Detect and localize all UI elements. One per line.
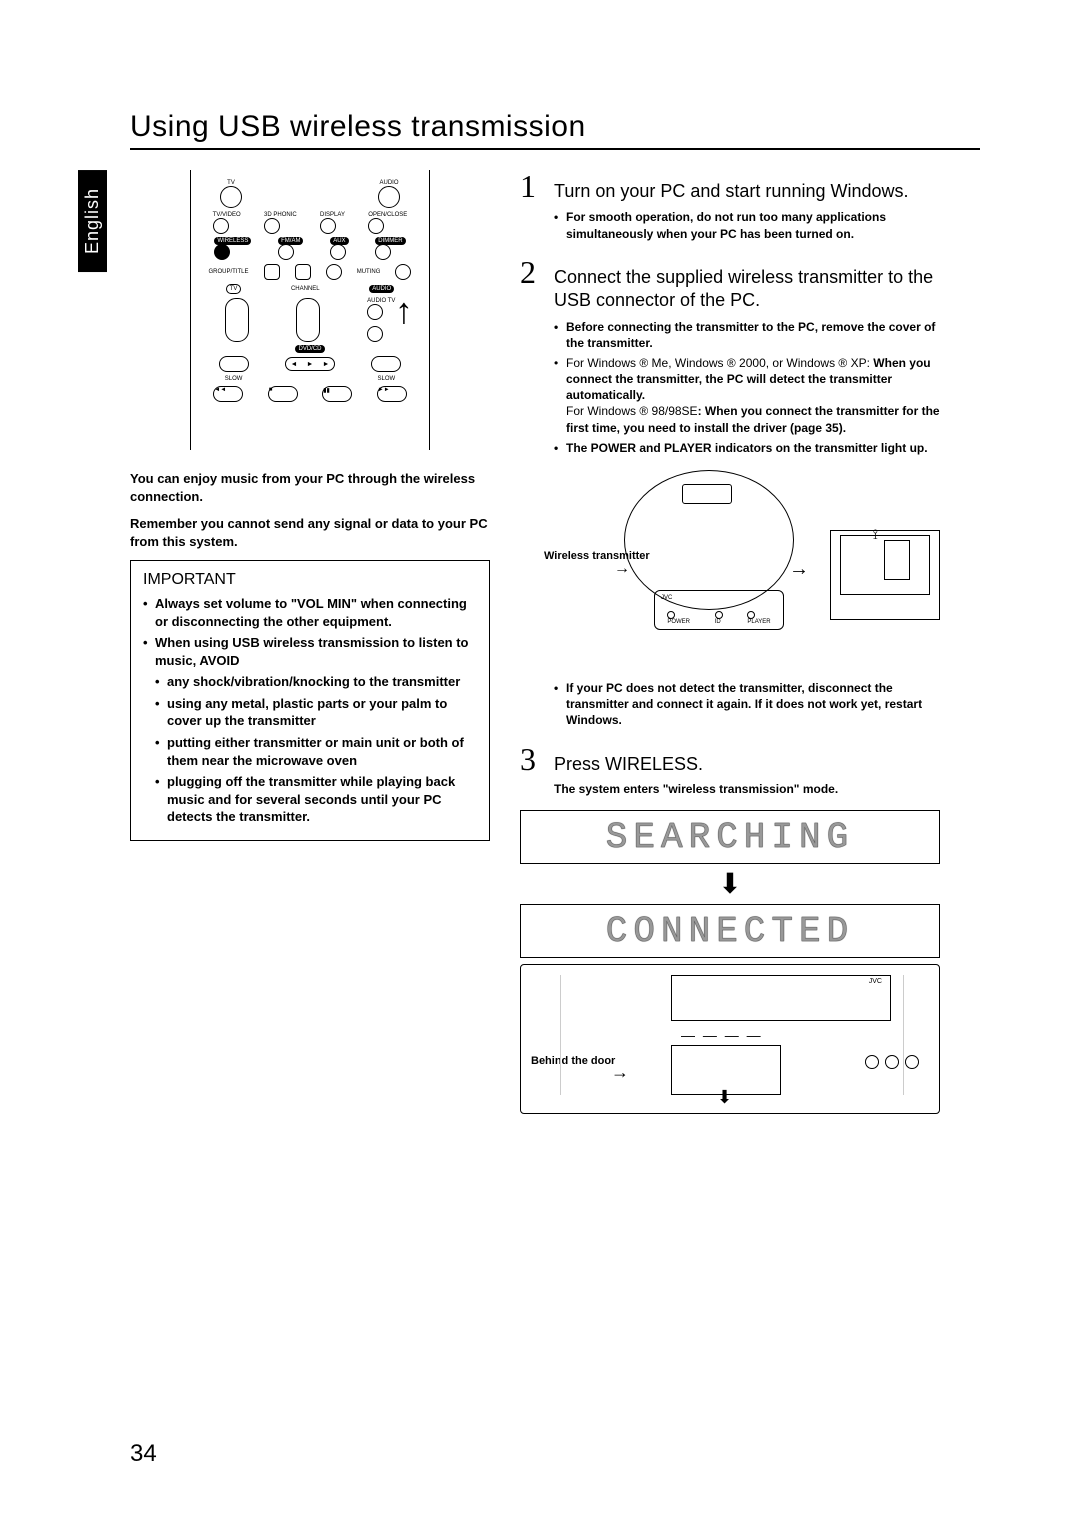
left-column: TV AUDIO TV/VIDEO 3D PHONIC DISPLAY OPEN… xyxy=(130,170,490,1114)
arrow-right-icon: → xyxy=(611,1062,629,1083)
step-text: Connect the supplied wireless transmitte… xyxy=(554,266,940,313)
page-title: Using USB wireless transmission xyxy=(130,110,980,150)
step-text: Turn on your PC and start running Window… xyxy=(554,180,940,203)
arrow-down-icon: ⬇ xyxy=(520,870,940,898)
lcd-connected: CONNECTED xyxy=(520,904,940,958)
important-title: IMPORTANT xyxy=(143,571,477,589)
lcd-text: SEARCHING xyxy=(606,817,854,858)
step-note: Before connecting the transmitter to the… xyxy=(554,319,940,351)
step-3: 3 Press WIRELESS. xyxy=(520,743,940,776)
step-note: The POWER and PLAYER indicators on the t… xyxy=(554,440,940,456)
page-number: 34 xyxy=(130,1440,157,1468)
lcd-text: CONNECTED xyxy=(606,911,854,952)
device-diagram: JVC — — — — Behind the door → ⬇ xyxy=(520,964,940,1114)
transmitter-diagram: Wireless transmitter JVC POWER ID PLAYER… xyxy=(554,470,940,670)
step-note: For smooth operation, do not run too man… xyxy=(554,209,940,241)
step-number: 2 xyxy=(520,256,544,288)
step-number: 1 xyxy=(520,170,544,202)
content-columns: TV AUDIO TV/VIDEO 3D PHONIC DISPLAY OPEN… xyxy=(130,170,980,1114)
intro-text-2: Remember you cannot send any signal or d… xyxy=(130,515,490,550)
arrow-right-icon: → xyxy=(789,558,809,581)
step-number: 3 xyxy=(520,743,544,775)
tx-label: Wireless transmitter xyxy=(544,550,650,563)
avoid-item: any shock/vibration/knocking to the tran… xyxy=(155,673,477,691)
important-box: IMPORTANT Always set volume to "VOL MIN"… xyxy=(130,560,490,841)
step-2: 2 Connect the supplied wireless transmit… xyxy=(520,256,940,313)
intro-text-1: You can enjoy music from your PC through… xyxy=(130,470,490,505)
tx-body: JVC POWER ID PLAYER xyxy=(654,590,784,630)
arrow-down-icon: ⬇ xyxy=(717,1087,732,1108)
lcd-searching: SEARCHING xyxy=(520,810,940,864)
language-tab: English xyxy=(78,170,107,272)
avoid-item: using any metal, plastic parts or your p… xyxy=(155,695,477,730)
avoid-item: plugging off the transmitter while playi… xyxy=(155,773,477,826)
important-item: Always set volume to "VOL MIN" when conn… xyxy=(143,595,477,630)
remote-diagram: TV AUDIO TV/VIDEO 3D PHONIC DISPLAY OPEN… xyxy=(190,170,430,450)
arrow-up-icon: ↑ xyxy=(395,290,413,332)
avoid-item: putting either transmitter or main unit … xyxy=(155,734,477,769)
step-text: Press WIRELESS. xyxy=(554,753,940,776)
page-container: English Using USB wireless transmission … xyxy=(0,0,1080,1528)
step-note: The system enters "wireless transmission… xyxy=(554,782,838,796)
right-column: 1 Turn on your PC and start running Wind… xyxy=(520,170,940,1114)
step-1: 1 Turn on your PC and start running Wind… xyxy=(520,170,940,203)
step-note: If your PC does not detect the transmitt… xyxy=(554,680,940,729)
step-note: For Windows ® Me, Windows ® 2000, or Win… xyxy=(554,355,940,436)
pc-diagram xyxy=(830,530,940,620)
important-item: When using USB wireless transmission to … xyxy=(143,634,477,669)
